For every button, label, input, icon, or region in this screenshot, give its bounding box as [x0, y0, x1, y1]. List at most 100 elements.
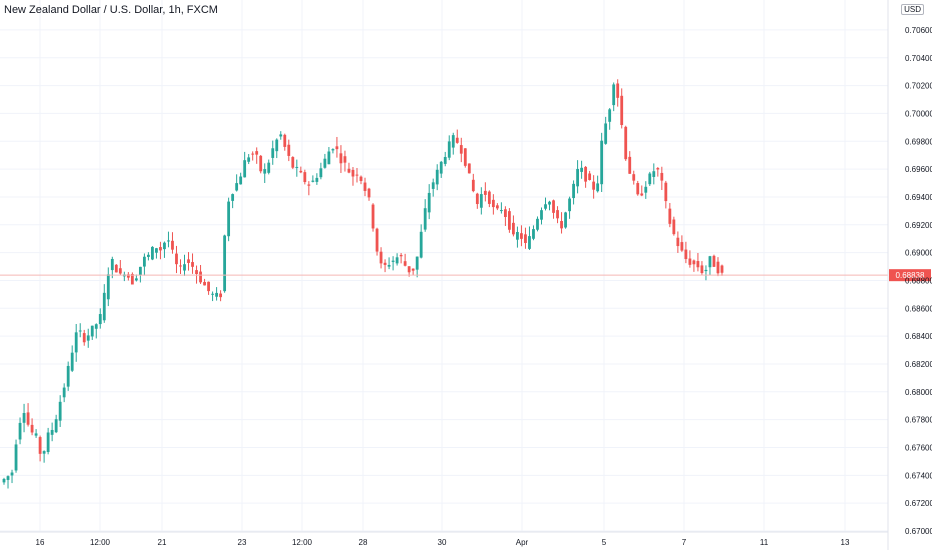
candle-body [684, 249, 688, 260]
candle-body [54, 419, 58, 433]
candle-body [315, 177, 319, 182]
last-price-label: 0.68838 [896, 271, 925, 280]
candle-body [419, 231, 423, 258]
y-tick-label: 0.68000 [905, 388, 932, 397]
candle-body [423, 208, 427, 230]
candle-body [74, 332, 78, 353]
x-tick-label: 28 [359, 538, 368, 547]
price-axis[interactable]: 0.70600 0.70400 0.70200 0.70000 0.69800 0.696… [887, 0, 932, 550]
candle-body [632, 174, 636, 181]
y-tick-label: 0.69400 [905, 193, 932, 202]
candle-body [612, 84, 616, 106]
candle-body [243, 160, 247, 178]
candle-body [275, 139, 279, 152]
candle-body [34, 433, 38, 436]
y-tick-label: 0.69200 [905, 221, 932, 230]
candle-body [351, 169, 355, 177]
candle-body [704, 269, 708, 272]
candle-body [167, 240, 170, 242]
x-tick-label: Apr [516, 538, 529, 547]
candle-body [18, 422, 22, 440]
candle-body [70, 352, 74, 371]
candle-body [251, 153, 255, 155]
candle-body [532, 229, 535, 239]
candle-body [147, 254, 150, 257]
symbol-title[interactable]: New Zealand Dollar / U.S. Dollar, 1h, FX… [4, 4, 218, 16]
candle-body [395, 257, 399, 264]
candle-body [379, 251, 383, 264]
candle-body [628, 156, 632, 174]
candle-body [588, 173, 592, 180]
candle-body [86, 335, 90, 341]
candles [2, 79, 724, 489]
candle-body [327, 151, 331, 165]
candle-body [524, 234, 527, 244]
candle-body [708, 256, 712, 268]
candle-body [640, 193, 644, 196]
candle-body [94, 324, 98, 329]
candle-body [636, 183, 640, 195]
candle-body [155, 248, 158, 253]
candle-body [46, 432, 50, 453]
candle-body [90, 325, 94, 337]
candle-body [98, 314, 102, 325]
candle-body [299, 170, 303, 173]
candle-body [78, 330, 82, 332]
candle-body [459, 145, 463, 154]
candle-body [323, 158, 327, 168]
candle-body [138, 266, 142, 276]
candle-body [600, 140, 604, 185]
candle-body [307, 184, 311, 186]
y-tick-label: 0.69600 [905, 165, 932, 174]
currency-label[interactable]: USD [901, 4, 924, 15]
candle-body [475, 193, 479, 205]
candle-body [716, 261, 720, 274]
candle-body [664, 182, 668, 202]
candle-body [195, 270, 198, 274]
candle-body [219, 293, 223, 298]
candle-body [427, 192, 431, 213]
candle-body [712, 255, 716, 267]
candle-body [279, 134, 283, 137]
candle-body [467, 163, 471, 174]
candle-body [10, 472, 14, 476]
x-tick-label: 12:00 [90, 538, 111, 547]
candle-body [499, 210, 503, 212]
y-tick-label: 0.68400 [905, 332, 932, 341]
time-axis[interactable]: 16 12:00 21 23 12:00 28 30 Apr 5 7 11 13 [0, 531, 888, 547]
candle-body [512, 222, 515, 235]
candle-body [688, 258, 692, 265]
x-tick-label: 12:00 [292, 538, 313, 547]
y-tick-label: 0.70600 [905, 26, 932, 35]
candle-body [576, 168, 579, 187]
candle-body [30, 424, 34, 433]
candle-body [391, 260, 395, 262]
candle-body [487, 191, 491, 204]
candle-body [50, 429, 54, 435]
candle-body [110, 258, 114, 271]
candle-body [568, 198, 571, 212]
candle-body [548, 201, 551, 205]
candle-body [22, 413, 26, 423]
candle-body [343, 156, 347, 163]
candle-body [656, 168, 660, 170]
candle-body [560, 220, 563, 229]
candle-body [411, 268, 415, 271]
candle-body [387, 264, 391, 267]
grid-lines [0, 0, 888, 532]
candle-body [367, 188, 371, 198]
candle-body [102, 292, 106, 321]
candle-body [38, 437, 42, 454]
x-tick-label: 5 [602, 538, 607, 547]
candle-body [287, 144, 291, 156]
candle-body [720, 265, 724, 273]
candle-body [283, 134, 287, 147]
candle-body [608, 109, 612, 122]
candle-body [536, 218, 539, 230]
x-tick-label: 16 [36, 538, 45, 547]
candle-body [435, 169, 439, 185]
candle-body [676, 237, 680, 247]
candle-body [207, 281, 210, 292]
